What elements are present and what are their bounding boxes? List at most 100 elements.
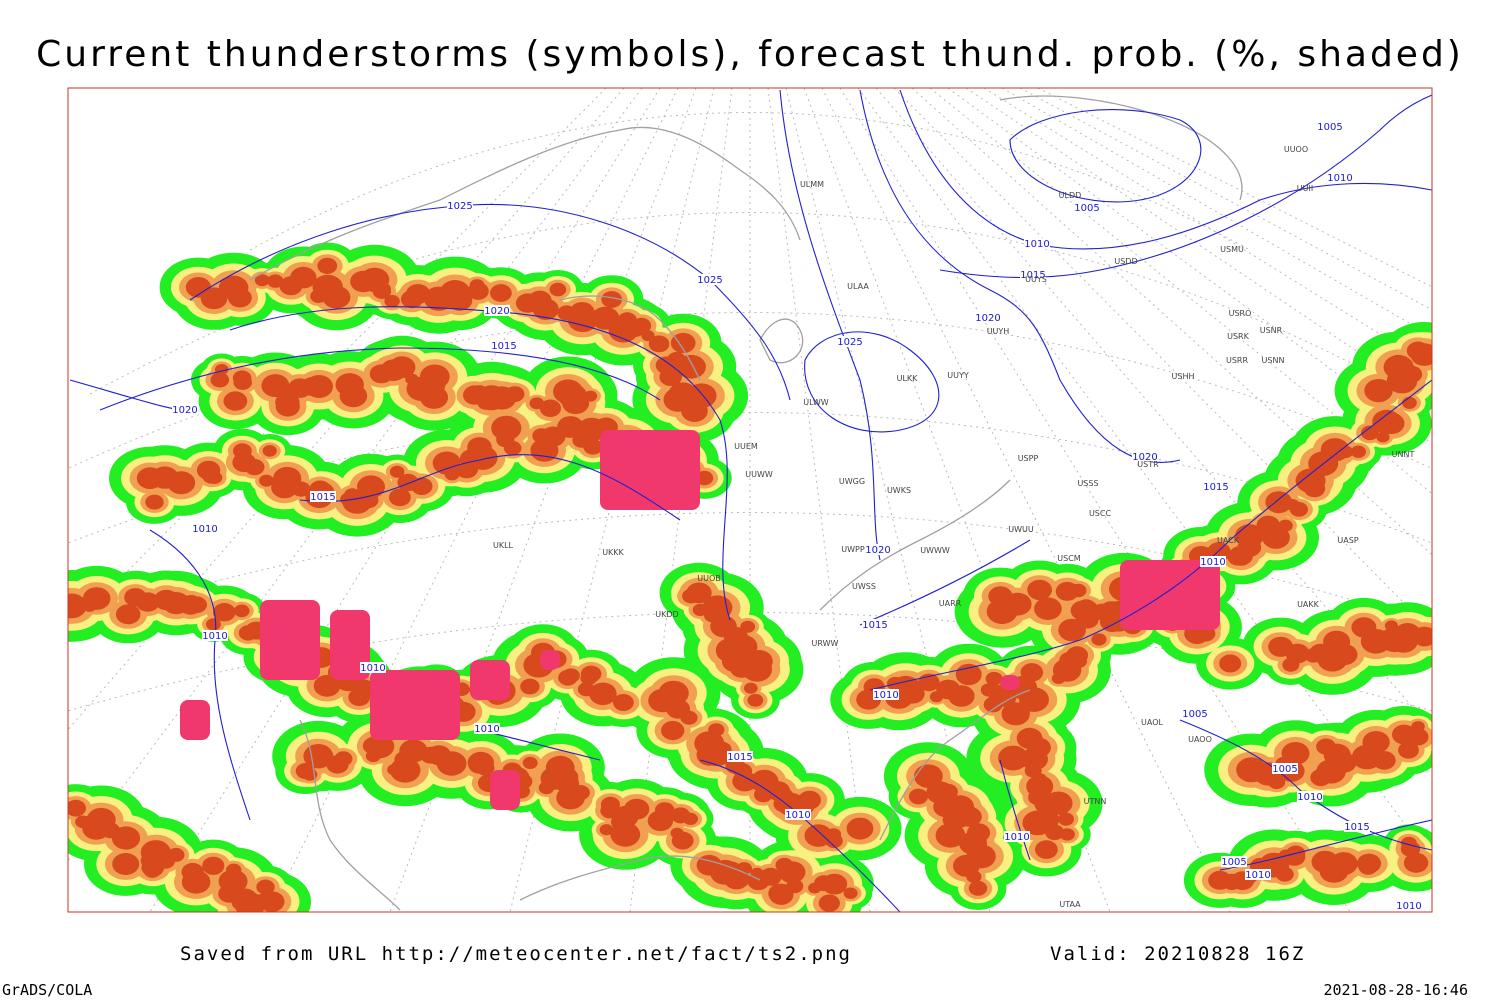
coastlines bbox=[249, 95, 1243, 911]
shade-blob bbox=[541, 426, 566, 447]
isobar-label-bg bbox=[1203, 481, 1229, 492]
isobar-label: 1005 bbox=[1182, 709, 1207, 720]
isobar-label-bg bbox=[1132, 451, 1158, 462]
shade-blob bbox=[68, 799, 86, 817]
shade-blob bbox=[550, 761, 566, 774]
isobar-label: 1010 bbox=[1297, 792, 1322, 803]
shade-blob bbox=[786, 879, 804, 894]
shade-blob bbox=[1059, 828, 1075, 841]
shade-blob bbox=[826, 828, 842, 841]
isobar-label-bg bbox=[1272, 763, 1298, 774]
shade-blob bbox=[1350, 445, 1366, 458]
shade-blob bbox=[155, 852, 176, 869]
isobar-label-bg bbox=[1182, 708, 1208, 719]
shade-blob bbox=[223, 391, 248, 411]
isobar-label: 1020 bbox=[484, 306, 509, 317]
station-code: UKLL bbox=[493, 541, 514, 550]
shade-blob bbox=[1035, 779, 1050, 791]
shade-blob bbox=[959, 831, 987, 855]
shade-blob bbox=[985, 671, 1003, 686]
isobar-label-bg bbox=[447, 200, 473, 211]
station-code: UWGG bbox=[839, 477, 865, 486]
shade-blob bbox=[275, 392, 300, 413]
shade-blob bbox=[549, 282, 567, 297]
shade-blob bbox=[1310, 769, 1332, 787]
isobar-label: 1025 bbox=[447, 201, 472, 212]
shade-blob bbox=[1066, 646, 1089, 665]
station-code: USNR bbox=[1260, 326, 1283, 335]
shade-blob bbox=[1412, 626, 1432, 647]
shade-blob bbox=[440, 280, 471, 305]
isobar-label-bg bbox=[975, 312, 1001, 323]
isobar-label-bg bbox=[310, 491, 336, 502]
source-url: Saved from URL http://meteocenter.net/fa… bbox=[180, 943, 852, 965]
isobar-label: 1005 bbox=[1272, 764, 1297, 775]
isobar-label-bg bbox=[474, 723, 500, 734]
isobar-label: 1015 bbox=[727, 752, 752, 763]
storm-area bbox=[600, 430, 700, 510]
storm-area bbox=[1000, 675, 1020, 690]
storm-area bbox=[470, 660, 510, 700]
meridian bbox=[893, 88, 1432, 632]
station-code: URWW bbox=[812, 639, 839, 648]
station-code: UTAA bbox=[1059, 900, 1081, 909]
isobar-label: 1015 bbox=[310, 492, 335, 503]
station-code: UWKS bbox=[887, 486, 911, 495]
station-code: UARR bbox=[939, 599, 962, 608]
shade-blob bbox=[213, 603, 236, 622]
shade-blob bbox=[676, 354, 706, 379]
plot-area: 1025 1025 1020 1015 1020 1015 1010 1010 1010 1010… bbox=[68, 88, 1432, 912]
shade-blob bbox=[244, 459, 265, 476]
shade-blob bbox=[569, 302, 595, 323]
shade-blob bbox=[1338, 445, 1354, 459]
station-code: ULKK bbox=[897, 374, 919, 383]
isobar-label: 1025 bbox=[837, 337, 862, 348]
shade-blob bbox=[261, 374, 290, 398]
shade-blob bbox=[1372, 751, 1396, 770]
shade-blob bbox=[491, 415, 522, 441]
meridian bbox=[68, 88, 625, 731]
shade-blob bbox=[1091, 633, 1107, 646]
shade-blob bbox=[503, 441, 522, 456]
shade-blob bbox=[908, 788, 929, 805]
shade-blob bbox=[747, 871, 770, 891]
shade-blob bbox=[731, 629, 748, 644]
isobar-label-bg bbox=[865, 544, 891, 555]
software: GrADS/COLA bbox=[2, 981, 92, 999]
station-code: USNN bbox=[1262, 356, 1285, 365]
shade-blob bbox=[624, 798, 650, 820]
plot-frame bbox=[67, 87, 1433, 913]
shade-blob bbox=[112, 853, 140, 875]
shade-blob bbox=[1356, 853, 1382, 874]
shade-blob bbox=[1406, 341, 1430, 360]
isobar-label-bg bbox=[1317, 121, 1343, 132]
station-code: USDD bbox=[1114, 257, 1137, 266]
shade-blob bbox=[601, 291, 622, 308]
shade-blob bbox=[387, 763, 402, 776]
shade-blob bbox=[821, 873, 848, 895]
station-code: USCM bbox=[1057, 554, 1081, 563]
isobar-label-bg bbox=[1327, 172, 1353, 183]
shade-blob bbox=[1074, 600, 1099, 620]
shade-blob bbox=[935, 823, 966, 848]
shade-blob bbox=[339, 384, 368, 408]
isobar-label: 1010 bbox=[192, 524, 217, 535]
shade-blob bbox=[135, 592, 160, 612]
shade-blob bbox=[1219, 654, 1242, 673]
shade-blob bbox=[1401, 365, 1423, 383]
isobar-label-bg bbox=[1024, 238, 1050, 249]
isobar-label: 1025 bbox=[697, 275, 722, 286]
isobar-label: 1020 bbox=[975, 313, 1000, 324]
shade-blob bbox=[968, 880, 988, 896]
shade-blob bbox=[207, 471, 223, 484]
isobar-label: 1010 bbox=[1004, 832, 1029, 843]
station-code: UACK bbox=[1217, 536, 1240, 545]
shade-blob bbox=[680, 710, 698, 725]
title: Current thunderstorms (symbols), forecas… bbox=[36, 34, 1464, 75]
isobar-label: 1005 bbox=[1074, 203, 1099, 214]
shade-blob bbox=[1268, 775, 1286, 790]
station-code: ULAA bbox=[847, 282, 869, 291]
shade-blob bbox=[384, 294, 400, 308]
isobar-label-bg bbox=[1396, 900, 1422, 911]
